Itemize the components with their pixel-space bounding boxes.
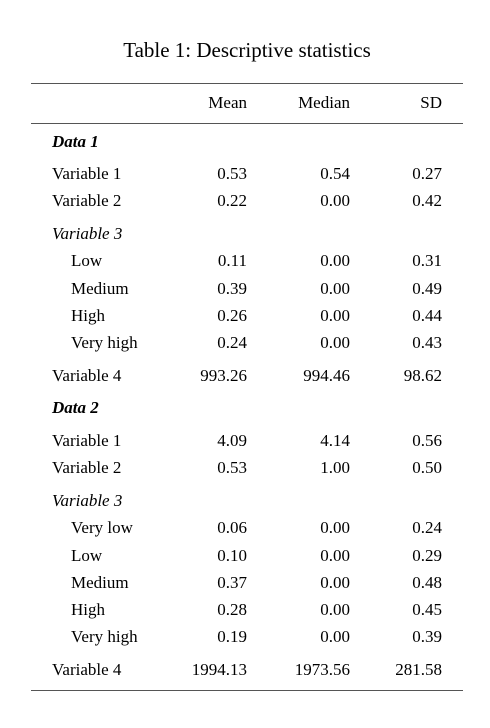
mean-value: 0.11 (217, 251, 247, 270)
column-header-mean: Mean (208, 93, 247, 112)
table-row: Variable 1 0.53 0.54 0.27 (31, 162, 463, 186)
section-header-row: Data 1 (31, 130, 463, 154)
table-row: Low 0.11 0.00 0.31 (31, 249, 463, 273)
sd-value: 0.24 (412, 518, 442, 537)
row-label: Medium (71, 573, 129, 592)
table-row: Very high 0.19 0.00 0.39 (31, 625, 463, 649)
mean-value: 0.37 (217, 573, 247, 592)
table-row: Medium 0.39 0.00 0.49 (31, 277, 463, 301)
mean-value: 0.19 (217, 627, 247, 646)
mean-value: 4.09 (217, 431, 247, 450)
section-header: Data 1 (52, 132, 99, 151)
row-label: Variable 4 (52, 366, 122, 385)
median-value: 0.00 (320, 518, 350, 537)
section-header-row: Data 2 (31, 396, 463, 420)
median-value: 994.46 (303, 366, 350, 385)
mean-value: 0.22 (217, 191, 247, 210)
median-value: 0.00 (320, 333, 350, 352)
sd-value: 0.29 (412, 546, 442, 565)
sd-value: 0.42 (412, 191, 442, 210)
table-row: High 0.28 0.00 0.45 (31, 598, 463, 622)
mean-value: 0.28 (217, 600, 247, 619)
top-rule (31, 83, 463, 84)
sd-value: 0.50 (412, 458, 442, 477)
median-value: 0.00 (320, 191, 350, 210)
table-caption: Table 1: Descriptive statistics (123, 38, 371, 62)
row-label: Very high (71, 627, 138, 646)
table-row: Variable 1 4.09 4.14 0.56 (31, 429, 463, 453)
mean-value: 0.24 (217, 333, 247, 352)
mean-value: 0.10 (217, 546, 247, 565)
median-value: 0.00 (320, 627, 350, 646)
mean-value: 0.53 (217, 164, 247, 183)
mean-value: 0.53 (217, 458, 247, 477)
row-label: Medium (71, 279, 129, 298)
column-header-median: Median (298, 93, 350, 112)
sd-value: 281.58 (395, 660, 442, 679)
sd-value: 0.56 (412, 431, 442, 450)
row-label: Very high (71, 333, 138, 352)
median-value: 4.14 (320, 431, 350, 450)
median-value: 0.00 (320, 306, 350, 325)
table-row: Variable 2 0.53 1.00 0.50 (31, 456, 463, 480)
row-label: Variable 2 (52, 458, 122, 477)
bottom-rule (31, 690, 463, 691)
row-label: Low (71, 546, 103, 565)
group-header-row: Variable 3 (31, 489, 463, 513)
table-row: Medium 0.37 0.00 0.48 (31, 571, 463, 595)
table-row: Variable 4 1994.13 1973.56 281.58 (31, 658, 463, 682)
group-header-row: Variable 3 (31, 222, 463, 246)
median-value: 0.54 (320, 164, 350, 183)
median-value: 1973.56 (294, 660, 350, 679)
sd-value: 0.39 (412, 627, 442, 646)
sd-value: 0.31 (412, 251, 442, 270)
row-label: Variable 4 (52, 660, 122, 679)
mean-value: 0.06 (217, 518, 247, 537)
sd-value: 0.43 (412, 333, 442, 352)
median-value: 0.00 (320, 251, 350, 270)
section-header: Data 2 (52, 398, 99, 417)
table-row: Very low 0.06 0.00 0.24 (31, 516, 463, 540)
table-row: Variable 2 0.22 0.00 0.42 (31, 189, 463, 213)
sd-value: 0.45 (412, 600, 442, 619)
group-header: Variable 3 (52, 224, 123, 243)
column-header-sd: SD (420, 93, 442, 112)
table-row: Very high 0.24 0.00 0.43 (31, 331, 463, 355)
sd-value: 98.62 (403, 366, 442, 385)
table-row: Low 0.10 0.00 0.29 (31, 544, 463, 568)
header-rule (31, 123, 463, 124)
mean-value: 1994.13 (191, 660, 247, 679)
sd-value: 0.44 (412, 306, 442, 325)
sd-value: 0.27 (412, 164, 442, 183)
mean-value: 993.26 (200, 366, 247, 385)
median-value: 1.00 (320, 458, 350, 477)
median-value: 0.00 (320, 600, 350, 619)
table-header-row: Mean Median SD (31, 91, 463, 115)
table-row: High 0.26 0.00 0.44 (31, 304, 463, 328)
mean-value: 0.26 (217, 306, 247, 325)
row-label: High (71, 306, 105, 325)
median-value: 0.00 (320, 279, 350, 298)
row-label: Very low (71, 518, 133, 537)
median-value: 0.00 (320, 546, 350, 565)
row-label: Variable 2 (52, 191, 122, 210)
median-value: 0.00 (320, 573, 350, 592)
mean-value: 0.39 (217, 279, 247, 298)
sd-value: 0.49 (412, 279, 442, 298)
row-label: Variable 1 (52, 431, 122, 450)
table-row: Variable 4 993.26 994.46 98.62 (31, 364, 463, 388)
row-label: High (71, 600, 105, 619)
group-header: Variable 3 (52, 491, 123, 510)
sd-value: 0.48 (412, 573, 442, 592)
row-label: Low (71, 251, 103, 270)
row-label: Variable 1 (52, 164, 122, 183)
